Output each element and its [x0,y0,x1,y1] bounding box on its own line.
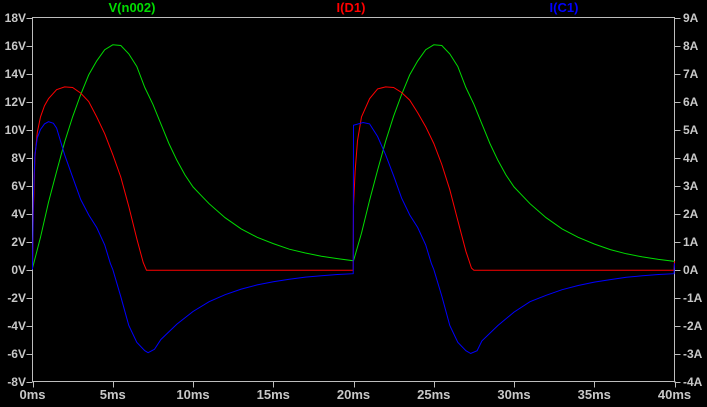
y-left-tick-label: 12V [4,94,26,109]
x-axis-tick-label: 20ms [336,387,371,402]
y-left-tick-label: 10V [4,122,26,137]
y-right-tick-label: 0A [683,262,699,277]
y-left-tick-label: -4V [7,318,26,333]
y-right-tick-label: 9A [683,10,699,25]
x-axis-tick-label: 25ms [417,387,451,402]
y-left-tick-label: 8V [11,150,26,165]
y-right-tick-label: 3A [683,178,699,193]
y-right-tick-label: 6A [683,94,699,109]
y-right-tick-label: 5A [683,122,699,137]
traces [32,44,675,355]
y-right-tick-label: -1A [683,290,703,305]
y-right-tick-label: -4A [683,374,703,389]
y-right-tick-label: 2A [683,206,699,221]
y-left-tick-label: 16V [4,38,26,53]
x-axis-tick-label: 5ms [99,387,126,402]
legend-item-id1[interactable]: I(D1) [336,0,366,15]
y-right-tick-label: 1A [683,234,699,249]
axis-ticks [26,18,681,388]
y-left-tick-label: 6V [11,178,26,193]
plot-area[interactable] [32,17,675,382]
legend: V(n002) I(D1) I(C1) [0,0,707,16]
x-axis-tick-label: 30ms [497,387,531,402]
y-left-tick-label: -2V [7,290,26,305]
y-left-tick-label: 2V [11,234,26,249]
y-left-tick-label: 18V [4,10,26,25]
x-axis-tick-label: 10ms [176,387,210,402]
x-axis-tick-label: 35ms [577,387,611,402]
y-right-tick-label: -3A [683,346,703,361]
x-axis-tick-label: 15ms [256,387,290,402]
y-right-tick-label: -2A [683,318,703,333]
legend-item-vn002[interactable]: V(n002) [108,0,156,15]
x-axis-tick-label: 40ms [657,387,692,402]
x-axis-tick-label: 0ms [19,387,46,402]
y-right-tick-label: 7A [683,66,699,81]
y-left-tick-label: -8V [7,374,26,389]
y-right-tick-label: 4A [683,150,699,165]
y-left-tick-label: 14V [4,66,26,81]
y-left-tick-label: -6V [7,346,26,361]
y-left-tick-label: 4V [11,206,26,221]
trace-ic1 [32,121,675,355]
y-left-tick-label: 0V [11,262,26,277]
legend-item-ic1[interactable]: I(C1) [549,0,579,15]
y-right-tick-label: 8A [683,38,699,53]
